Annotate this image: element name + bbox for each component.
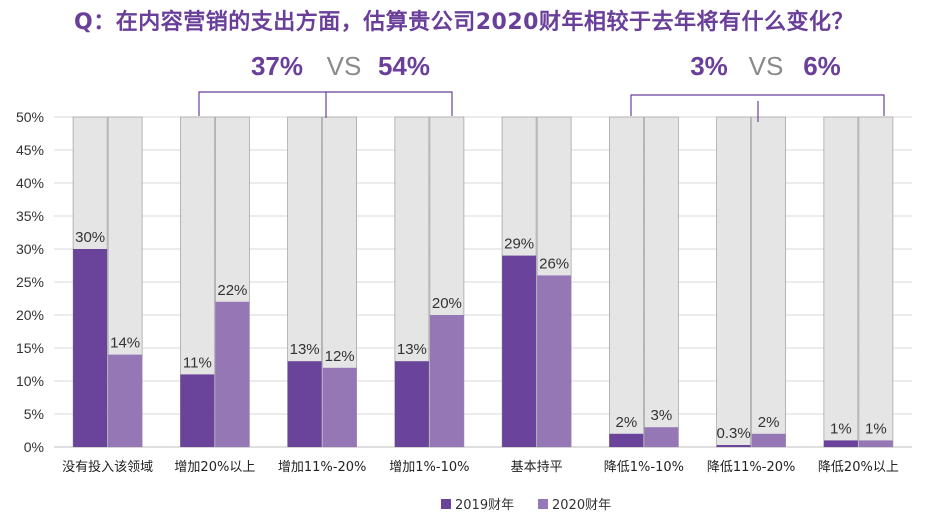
x-category-label: 增加11%-20% (278, 460, 366, 475)
data-label: 0.3% (717, 425, 751, 442)
bar-2019 (502, 255, 537, 447)
bar-2019 (609, 433, 644, 447)
comparison-bracket-1 (198, 91, 453, 118)
y-tick-label: 5% (24, 406, 44, 422)
y-tick-label: 30% (16, 241, 44, 257)
comparison-2-vs: VS (749, 51, 784, 81)
bars (72, 116, 894, 448)
data-label: 2% (616, 414, 638, 431)
y-tick-label: 0% (24, 439, 44, 455)
data-label: 29% (504, 236, 534, 253)
data-label: 1% (865, 420, 887, 437)
data-label: 13% (397, 341, 427, 358)
comparison-1-vs: VS (327, 51, 362, 81)
y-tick-label: 20% (16, 307, 44, 323)
comparison-2-right: 6% (803, 51, 841, 81)
bar-2020 (108, 354, 143, 447)
bar-2020 (858, 440, 893, 447)
bar-2020 (322, 367, 357, 447)
comparison-1-right: 54% (378, 51, 430, 81)
x-category-label: 降低11%-20% (707, 460, 795, 475)
bar-2019 (180, 374, 215, 447)
data-label: 20% (432, 295, 462, 312)
y-tick-label: 50% (16, 109, 44, 125)
data-label: 22% (217, 282, 247, 299)
background-bar (643, 116, 679, 448)
data-labels: 30% 14% 11% 22% 13% 12% 13% 20% 29% 26% 2% 3% 0.3% 2%… (75, 229, 887, 442)
y-axis-ticks: 0% 5% 10% 15% 20% 25% 30% 35% 40% 45% 50% (16, 109, 44, 455)
data-label: 13% (290, 341, 320, 358)
bar-2020 (644, 427, 679, 447)
comparison-1-left: 37% (251, 51, 303, 81)
bar-2020 (215, 301, 250, 447)
y-tick-label: 10% (16, 373, 44, 389)
y-tick-label: 35% (16, 208, 44, 224)
legend-label-2019: 2019财年 (455, 498, 514, 513)
bar-2020 (429, 315, 464, 447)
data-label: 26% (539, 255, 569, 272)
data-label: 30% (75, 229, 105, 246)
page-title: Q：在内容营销的支出方面，估算贵公司2020财年相较于去年将有什么变化？ (74, 10, 854, 35)
data-label: 2% (758, 414, 780, 431)
bar-2020 (537, 275, 572, 447)
x-category-label: 降低20%以上 (818, 460, 899, 475)
x-axis-categories: 没有投入该领域 增加20%以上 增加11%-20% 增加1%-10% 基本持平 降低1%-… (62, 459, 899, 475)
bar-2019 (823, 440, 858, 447)
data-label: 14% (110, 335, 140, 352)
bar-2020 (751, 433, 786, 447)
y-tick-label: 40% (16, 175, 44, 191)
x-category-label: 基本持平 (511, 460, 563, 475)
x-category-label: 增加1%-10% (389, 460, 469, 475)
bar-2019 (394, 361, 429, 447)
y-tick-label: 15% (16, 340, 44, 356)
comparison-2-left: 3% (690, 51, 728, 81)
data-label: 11% (183, 354, 212, 371)
background-bar (751, 116, 787, 448)
x-category-label: 降低1%-10% (604, 460, 684, 475)
x-category-label: 没有投入该领域 (62, 459, 153, 475)
legend-label-2020: 2020财年 (552, 498, 611, 513)
x-category-label: 增加20%以上 (174, 460, 255, 475)
bar-2019 (73, 249, 108, 447)
y-tick-label: 45% (16, 142, 44, 158)
background-bar (858, 116, 894, 448)
bar-2019 (287, 361, 322, 447)
legend: 2019财年 2020财年 (441, 498, 611, 513)
y-tick-label: 25% (16, 274, 44, 290)
data-label: 1% (830, 420, 852, 437)
data-label: 12% (325, 348, 355, 365)
legend-swatch-2020 (538, 499, 548, 509)
bar-2019 (716, 445, 751, 447)
legend-swatch-2019 (441, 499, 451, 509)
background-bar (608, 116, 644, 448)
background-bar (823, 116, 859, 448)
background-bar (716, 116, 752, 448)
comparison-bracket-2 (630, 94, 885, 122)
data-label: 3% (651, 407, 673, 424)
